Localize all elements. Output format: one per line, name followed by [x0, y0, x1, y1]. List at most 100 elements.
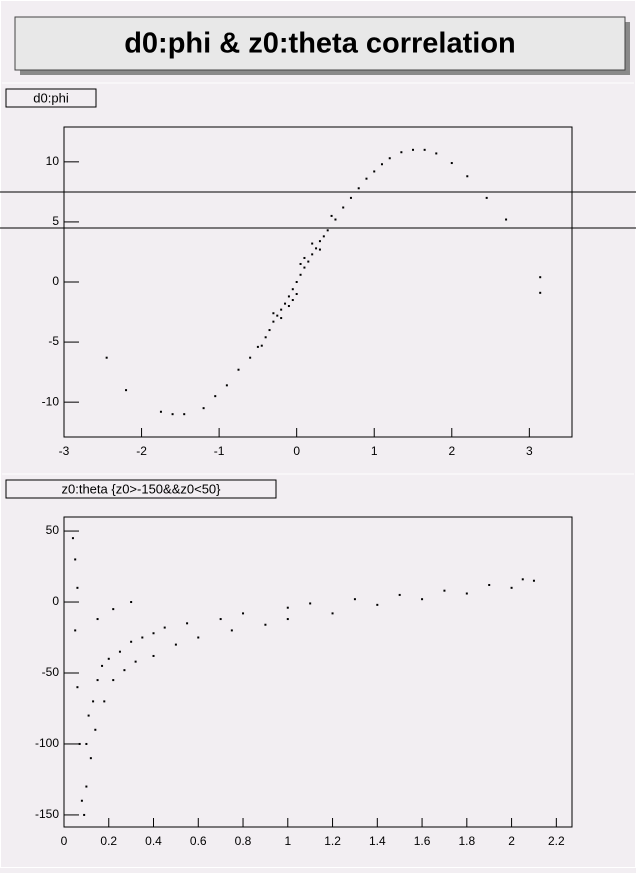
point [225, 384, 228, 387]
point [287, 305, 290, 308]
point [423, 148, 426, 151]
y-tick-label: -10 [42, 394, 60, 408]
point [280, 317, 283, 320]
point [311, 253, 314, 256]
pad-label: d0:phi [33, 90, 69, 105]
x-tick-label: 0.2 [100, 834, 117, 848]
point [421, 598, 424, 601]
point [334, 218, 337, 221]
point [505, 218, 508, 221]
point [291, 288, 294, 291]
point [260, 344, 263, 347]
point [318, 248, 321, 251]
point [71, 537, 74, 540]
point [284, 302, 287, 305]
x-tick-label: 1 [284, 834, 291, 848]
pad-label: z0:theta {z0>-150&&z0<50} [61, 481, 221, 496]
x-tick-label: -3 [59, 444, 70, 458]
point [85, 785, 88, 788]
point [171, 413, 174, 416]
point [276, 314, 279, 317]
point [295, 293, 298, 296]
x-tick-label: 0 [61, 834, 68, 848]
point [303, 266, 306, 269]
point [174, 643, 177, 646]
point [291, 299, 294, 302]
x-tick-label: -1 [214, 444, 225, 458]
point [123, 669, 126, 672]
point [152, 632, 155, 635]
title-box [14, 16, 626, 71]
x-tick-label: 1.6 [414, 834, 431, 848]
x-tick-label: 0.6 [190, 834, 207, 848]
point [92, 700, 95, 703]
point [365, 177, 368, 180]
point [330, 214, 333, 217]
point [186, 622, 189, 625]
point [76, 686, 79, 689]
point [125, 389, 128, 392]
point [272, 312, 275, 315]
point [183, 413, 186, 416]
point [74, 558, 77, 561]
point [299, 262, 302, 265]
point [466, 175, 469, 178]
point [96, 679, 99, 682]
x-tick-label: 2 [508, 834, 515, 848]
point [87, 714, 90, 717]
point [349, 196, 352, 199]
point [96, 618, 99, 621]
x-tick-label: 2.2 [548, 834, 565, 848]
point [130, 640, 133, 643]
x-tick-label: 1 [371, 444, 378, 458]
x-tick-label: 2 [448, 444, 455, 458]
point [286, 606, 289, 609]
y-tick-label: 0 [52, 594, 59, 608]
point [307, 260, 310, 263]
point [214, 395, 217, 398]
point [78, 742, 81, 745]
point [197, 636, 200, 639]
point [435, 152, 438, 155]
point [105, 356, 108, 359]
point [152, 654, 155, 657]
point [380, 163, 383, 166]
point [103, 700, 106, 703]
point [134, 660, 137, 663]
point [388, 157, 391, 160]
pad-label-box [5, 88, 97, 108]
page-title: d0:phi & z0:theta correlation [124, 28, 516, 60]
point [280, 308, 283, 311]
point [287, 295, 290, 298]
y-tick-label: -50 [42, 665, 60, 679]
point [373, 170, 376, 173]
point [83, 813, 86, 816]
point [450, 162, 453, 165]
point [443, 589, 446, 592]
point [311, 242, 314, 245]
y-tick-label: 5 [52, 214, 59, 228]
point [295, 281, 298, 283]
point [272, 320, 275, 323]
point [299, 273, 302, 276]
frame [63, 516, 573, 828]
point [326, 229, 329, 232]
point [465, 592, 468, 595]
point [353, 598, 356, 601]
point [118, 650, 121, 653]
x-tick-label: 3 [526, 444, 533, 458]
point [89, 757, 92, 760]
point [268, 329, 271, 332]
x-tick-label: 0.8 [235, 834, 252, 848]
point [322, 235, 325, 238]
point [94, 728, 97, 731]
x-tick-label: -2 [136, 444, 147, 458]
point [256, 345, 259, 348]
point [264, 623, 267, 626]
point [331, 612, 334, 615]
x-tick-label: 0 [293, 444, 300, 458]
y-tick-label: 50 [46, 523, 60, 537]
